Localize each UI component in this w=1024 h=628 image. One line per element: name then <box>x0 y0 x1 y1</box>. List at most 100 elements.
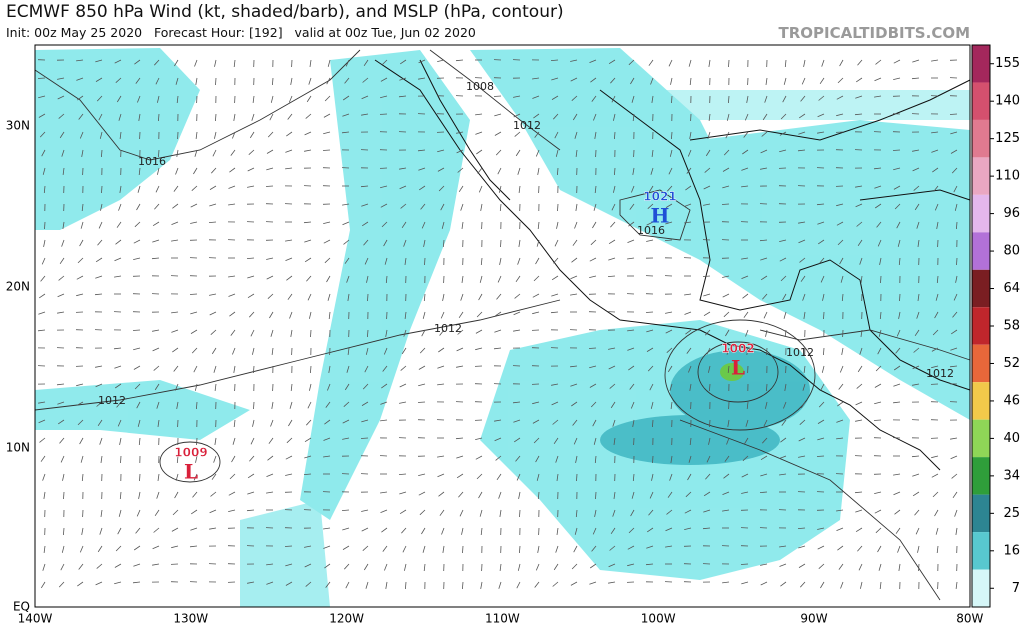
barb <box>613 185 616 193</box>
barb <box>879 311 882 320</box>
barb <box>760 563 768 566</box>
barb <box>726 347 730 355</box>
barb <box>894 509 901 515</box>
barb <box>304 545 312 548</box>
barb <box>516 473 521 481</box>
barb <box>455 437 464 440</box>
barb <box>250 437 255 445</box>
barb <box>100 203 103 211</box>
barb <box>570 275 578 280</box>
barb <box>612 419 616 427</box>
barb <box>97 239 103 246</box>
barb <box>628 59 635 66</box>
barb <box>286 437 293 444</box>
barb <box>494 311 502 317</box>
lat-label: EQ <box>13 600 30 614</box>
barb <box>194 383 198 391</box>
barb <box>798 545 806 549</box>
barb <box>574 131 578 139</box>
barb <box>553 257 559 264</box>
barb <box>152 563 160 566</box>
barb <box>874 77 882 82</box>
barb <box>173 365 179 372</box>
barb <box>475 455 483 460</box>
barb <box>423 563 426 572</box>
barb <box>950 347 958 351</box>
barb <box>708 59 711 67</box>
barb <box>361 419 369 423</box>
barb <box>176 95 179 104</box>
barb <box>855 77 863 83</box>
barb <box>801 77 806 85</box>
subtitle: Init: 00z May 25 2020 Forecast Hour: [19… <box>6 25 476 40</box>
barb <box>703 491 711 497</box>
barb <box>951 167 958 174</box>
barb <box>418 491 426 496</box>
barb <box>821 59 825 67</box>
barb <box>174 59 179 67</box>
barb <box>816 203 825 206</box>
barb <box>361 203 369 207</box>
barb <box>931 149 939 153</box>
barb <box>817 131 825 134</box>
center-pressure: 1021 <box>643 190 676 204</box>
barb <box>96 401 103 407</box>
barb <box>614 167 616 176</box>
barb <box>290 383 293 391</box>
barb <box>550 59 559 61</box>
barb <box>856 383 863 389</box>
barb <box>493 95 502 97</box>
barb <box>556 473 559 481</box>
barb <box>571 95 578 101</box>
barb <box>762 293 768 300</box>
barb <box>190 203 198 208</box>
barb <box>932 167 939 173</box>
barb <box>931 347 939 352</box>
barb <box>839 365 844 373</box>
barb <box>913 185 920 191</box>
barb <box>724 455 730 462</box>
barb <box>191 347 198 354</box>
barb <box>461 221 464 229</box>
barb <box>687 149 692 157</box>
barb <box>912 473 920 477</box>
barb <box>229 167 236 173</box>
barb <box>323 221 331 224</box>
barb <box>631 95 635 103</box>
barb <box>157 95 160 103</box>
barb <box>40 455 46 462</box>
barb <box>612 509 616 517</box>
center-symbol: L <box>184 460 198 484</box>
barb <box>893 185 901 190</box>
barb <box>306 95 312 103</box>
barb <box>136 401 141 409</box>
barb <box>119 185 122 193</box>
barb <box>513 419 521 423</box>
barb <box>760 275 768 281</box>
barb <box>728 59 730 68</box>
barb <box>342 203 350 206</box>
barb <box>668 167 673 175</box>
barb <box>632 167 635 175</box>
barb <box>722 581 730 584</box>
barb <box>669 149 673 157</box>
barb <box>247 491 255 495</box>
barb <box>462 545 464 554</box>
barb <box>857 59 863 66</box>
barb <box>209 509 217 514</box>
barb <box>289 311 293 319</box>
barb <box>897 239 901 247</box>
barb <box>76 383 84 387</box>
barb <box>766 383 768 392</box>
barb <box>171 329 179 333</box>
barb <box>779 545 787 548</box>
barb <box>518 185 521 193</box>
barb <box>551 77 559 81</box>
barb <box>113 347 122 350</box>
barb <box>856 221 863 227</box>
barb <box>515 275 521 283</box>
barb <box>133 563 141 567</box>
barb <box>537 491 540 500</box>
barb <box>893 491 901 496</box>
barb <box>479 509 483 517</box>
